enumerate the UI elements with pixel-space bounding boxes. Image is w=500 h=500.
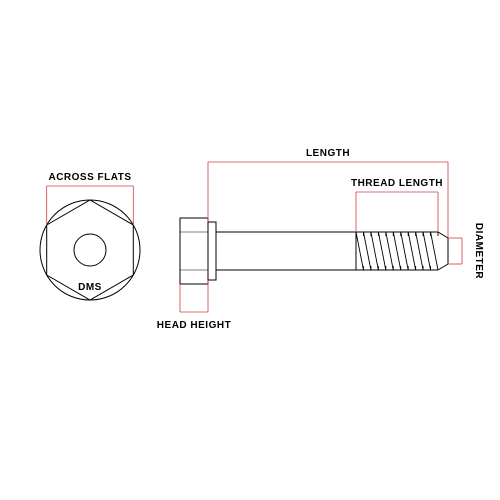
dim-across-flats <box>47 186 134 225</box>
dim-thread-length <box>356 192 438 232</box>
dim-length <box>208 162 448 238</box>
label-thread-length: THREAD LENGTH <box>351 178 443 189</box>
dim-diameter <box>448 238 462 264</box>
label-head-height: HEAD HEIGHT <box>157 320 231 331</box>
label-length: LENGTH <box>306 148 350 159</box>
bolt-side-view <box>180 218 448 284</box>
label-dms: DMS <box>78 282 102 293</box>
dim-head-height <box>180 280 208 312</box>
label-diameter: DIAMETER <box>473 223 484 280</box>
bolt-diagram: ACROSS FLATS DMS LENGTH THREAD LENGTH <box>0 0 500 500</box>
label-across-flats: ACROSS FLATS <box>48 172 131 183</box>
